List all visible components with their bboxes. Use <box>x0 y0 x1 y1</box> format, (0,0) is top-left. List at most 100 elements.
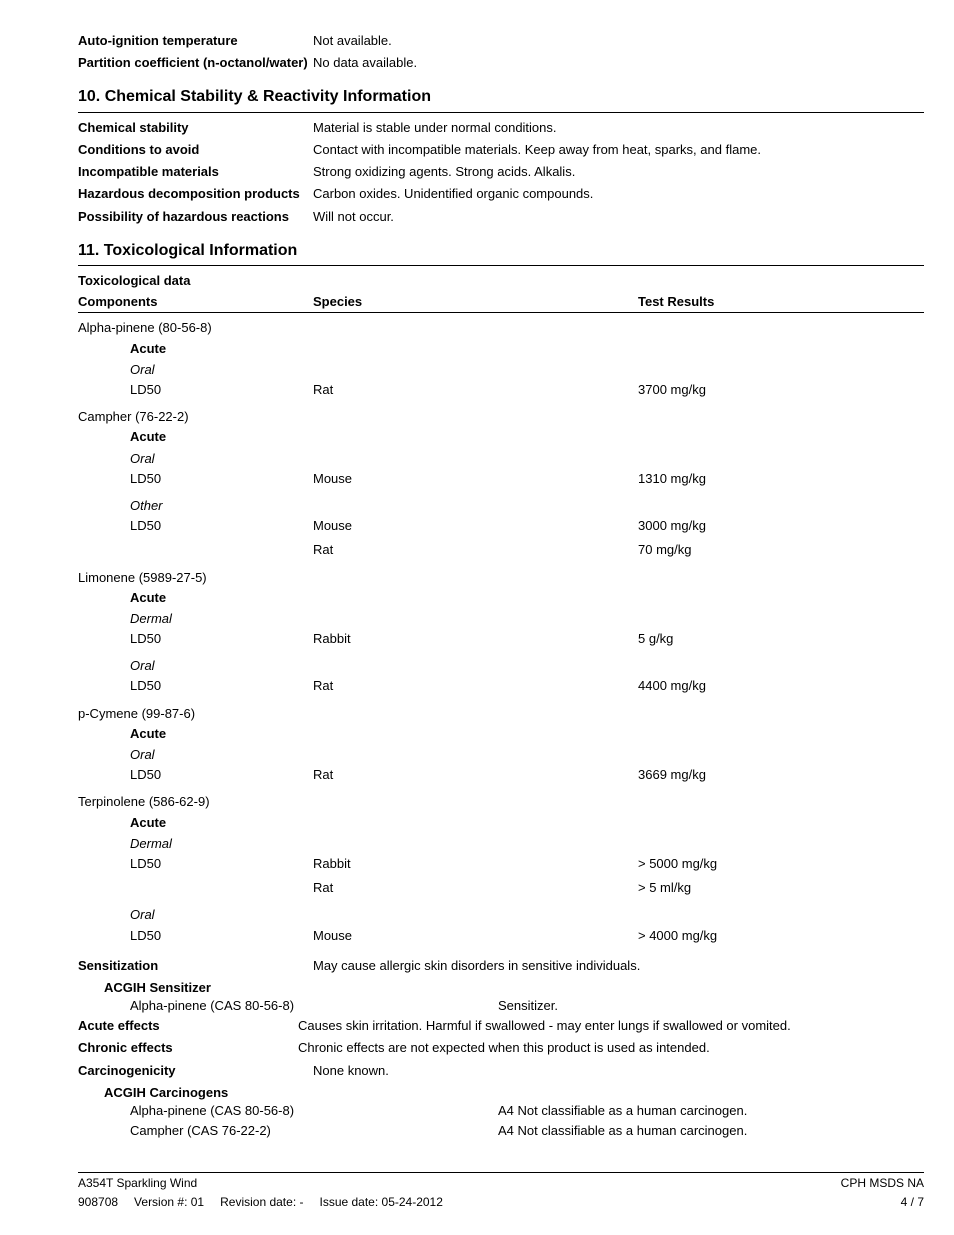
exposure-route: Oral <box>130 906 924 924</box>
tox-data-row: LD50Rabbit5 g/kg <box>78 630 924 648</box>
footer-version: Version #: 01 <box>134 1194 204 1211</box>
tox-species: Rabbit <box>313 630 638 648</box>
property-key: Conditions to avoid <box>78 141 313 159</box>
tox-data-row: LD50Mouse3000 mg/kg <box>78 517 924 535</box>
header-components: Components <box>78 293 313 311</box>
tox-measure: LD50 <box>78 517 313 535</box>
sensitization-value: May cause allergic skin disorders in sen… <box>313 957 924 975</box>
tox-measure: LD50 <box>78 855 313 873</box>
acgih-sensitizer-label: ACGIH Sensitizer <box>104 979 924 997</box>
carcinogenicity-key: Carcinogenicity <box>78 1062 313 1080</box>
exposure-route: Oral <box>130 361 924 379</box>
footer-id: 908708 <box>78 1194 118 1211</box>
tox-result: 3700 mg/kg <box>638 381 924 399</box>
carcinogenicity-row: Carcinogenicity None known. <box>78 1062 924 1080</box>
tox-species: Rat <box>313 381 638 399</box>
chronic-effects-row: Chronic effects Chronic effects are not … <box>78 1039 924 1057</box>
tox-result: 4400 mg/kg <box>638 677 924 695</box>
tox-species: Mouse <box>313 927 638 945</box>
acgih-carcinogens-label: ACGIH Carcinogens <box>104 1084 924 1102</box>
exposure-route: Oral <box>130 657 924 675</box>
acgih-sensitizer-row: Alpha-pinene (CAS 80-56-8)Sensitizer. <box>78 997 924 1015</box>
tox-table-header: Components Species Test Results <box>78 293 924 311</box>
property-key: Auto-ignition temperature <box>78 32 313 50</box>
property-key: Hazardous decomposition products <box>78 185 313 203</box>
property-key: Possibility of hazardous reactions <box>78 208 313 226</box>
property-value: No data available. <box>313 54 924 72</box>
tox-result: 1310 mg/kg <box>638 470 924 488</box>
property-row: Partition coefficient (n-octanol/water) … <box>78 54 924 72</box>
component-name: p-Cymene (99-87-6) <box>78 705 924 723</box>
tox-result: 3669 mg/kg <box>638 766 924 784</box>
tox-result: > 5 ml/kg <box>638 879 924 897</box>
tox-data-row: LD50Rabbit> 5000 mg/kg <box>78 855 924 873</box>
property-row: Incompatible materialsStrong oxidizing a… <box>78 163 924 181</box>
tox-data-row: Rat70 mg/kg <box>78 541 924 559</box>
property-value: Will not occur. <box>313 208 924 226</box>
exposure-route: Dermal <box>130 835 924 853</box>
page: Auto-ignition temperature Not available.… <box>0 0 954 1235</box>
classification-value: A4 Not classifiable as a human carcinoge… <box>498 1122 924 1140</box>
tox-data-row: LD50Rat4400 mg/kg <box>78 677 924 695</box>
tox-data-row: LD50Mouse1310 mg/kg <box>78 470 924 488</box>
property-value: Contact with incompatible materials. Kee… <box>313 141 924 159</box>
section-10-title: 10. Chemical Stability & Reactivity Info… <box>78 86 924 108</box>
tox-result: > 4000 mg/kg <box>638 927 924 945</box>
property-value: Carbon oxides. Unidentified organic comp… <box>313 185 924 203</box>
section-11-title: 11. Toxicological Information <box>78 240 924 262</box>
tox-result: 3000 mg/kg <box>638 517 924 535</box>
carcinogenicity-value: None known. <box>313 1062 924 1080</box>
component-name: Terpinolene (586-62-9) <box>78 793 924 811</box>
chemical-name: Alpha-pinene (CAS 80-56-8) <box>78 997 498 1015</box>
tox-measure <box>78 541 313 559</box>
toxicity-category: Acute <box>130 589 924 607</box>
tox-species: Rat <box>313 541 638 559</box>
property-key: Chemical stability <box>78 119 313 137</box>
tox-result: > 5000 mg/kg <box>638 855 924 873</box>
tox-measure <box>78 879 313 897</box>
toxicity-category: Acute <box>130 428 924 446</box>
page-footer: A354T Sparkling Wind CPH MSDS NA 908708 … <box>78 1172 924 1211</box>
acute-effects-key: Acute effects <box>78 1017 298 1035</box>
acute-effects-row: Acute effects Causes skin irritation. Ha… <box>78 1017 924 1035</box>
footer-page-number: 4 / 7 <box>901 1194 924 1211</box>
property-row: Conditions to avoidContact with incompat… <box>78 141 924 159</box>
tox-data-row: Rat> 5 ml/kg <box>78 879 924 897</box>
sensitization-row: Sensitization May cause allergic skin di… <box>78 957 924 975</box>
exposure-route: Dermal <box>130 610 924 628</box>
toxicity-category: Acute <box>130 814 924 832</box>
chronic-effects-value: Chronic effects are not expected when th… <box>298 1039 924 1057</box>
property-value: Not available. <box>313 32 924 50</box>
footer-issue-date: Issue date: 05-24-2012 <box>319 1194 442 1211</box>
property-row: Auto-ignition temperature Not available. <box>78 32 924 50</box>
tox-measure: LD50 <box>78 470 313 488</box>
toxicity-category: Acute <box>130 725 924 743</box>
property-row: Hazardous decomposition productsCarbon o… <box>78 185 924 203</box>
tox-data-row: LD50Rat3700 mg/kg <box>78 381 924 399</box>
tox-measure: LD50 <box>78 766 313 784</box>
tox-measure: LD50 <box>78 927 313 945</box>
acgih-carcinogen-row: Alpha-pinene (CAS 80-56-8)A4 Not classif… <box>78 1102 924 1120</box>
header-species: Species <box>313 293 638 311</box>
toxdata-label: Toxicological data <box>78 272 924 290</box>
section-divider <box>78 112 924 113</box>
footer-product-name: A354T Sparkling Wind <box>78 1175 197 1192</box>
exposure-route: Oral <box>130 450 924 468</box>
acgih-carcinogen-row: Campher (CAS 76-22-2)A4 Not classifiable… <box>78 1122 924 1140</box>
property-key: Incompatible materials <box>78 163 313 181</box>
tox-measure: LD50 <box>78 630 313 648</box>
sensitization-key: Sensitization <box>78 957 313 975</box>
chemical-name: Alpha-pinene (CAS 80-56-8) <box>78 1102 498 1120</box>
tox-measure: LD50 <box>78 677 313 695</box>
property-row: Possibility of hazardous reactionsWill n… <box>78 208 924 226</box>
tox-measure: LD50 <box>78 381 313 399</box>
section-divider <box>78 265 924 266</box>
tox-data-row: LD50Mouse> 4000 mg/kg <box>78 927 924 945</box>
tox-result: 5 g/kg <box>638 630 924 648</box>
tox-species: Rabbit <box>313 855 638 873</box>
property-value: Material is stable under normal conditio… <box>313 119 924 137</box>
classification-value: A4 Not classifiable as a human carcinoge… <box>498 1102 924 1120</box>
tox-species: Mouse <box>313 517 638 535</box>
footer-doc-type: CPH MSDS NA <box>841 1175 924 1192</box>
exposure-route: Other <box>130 497 924 515</box>
